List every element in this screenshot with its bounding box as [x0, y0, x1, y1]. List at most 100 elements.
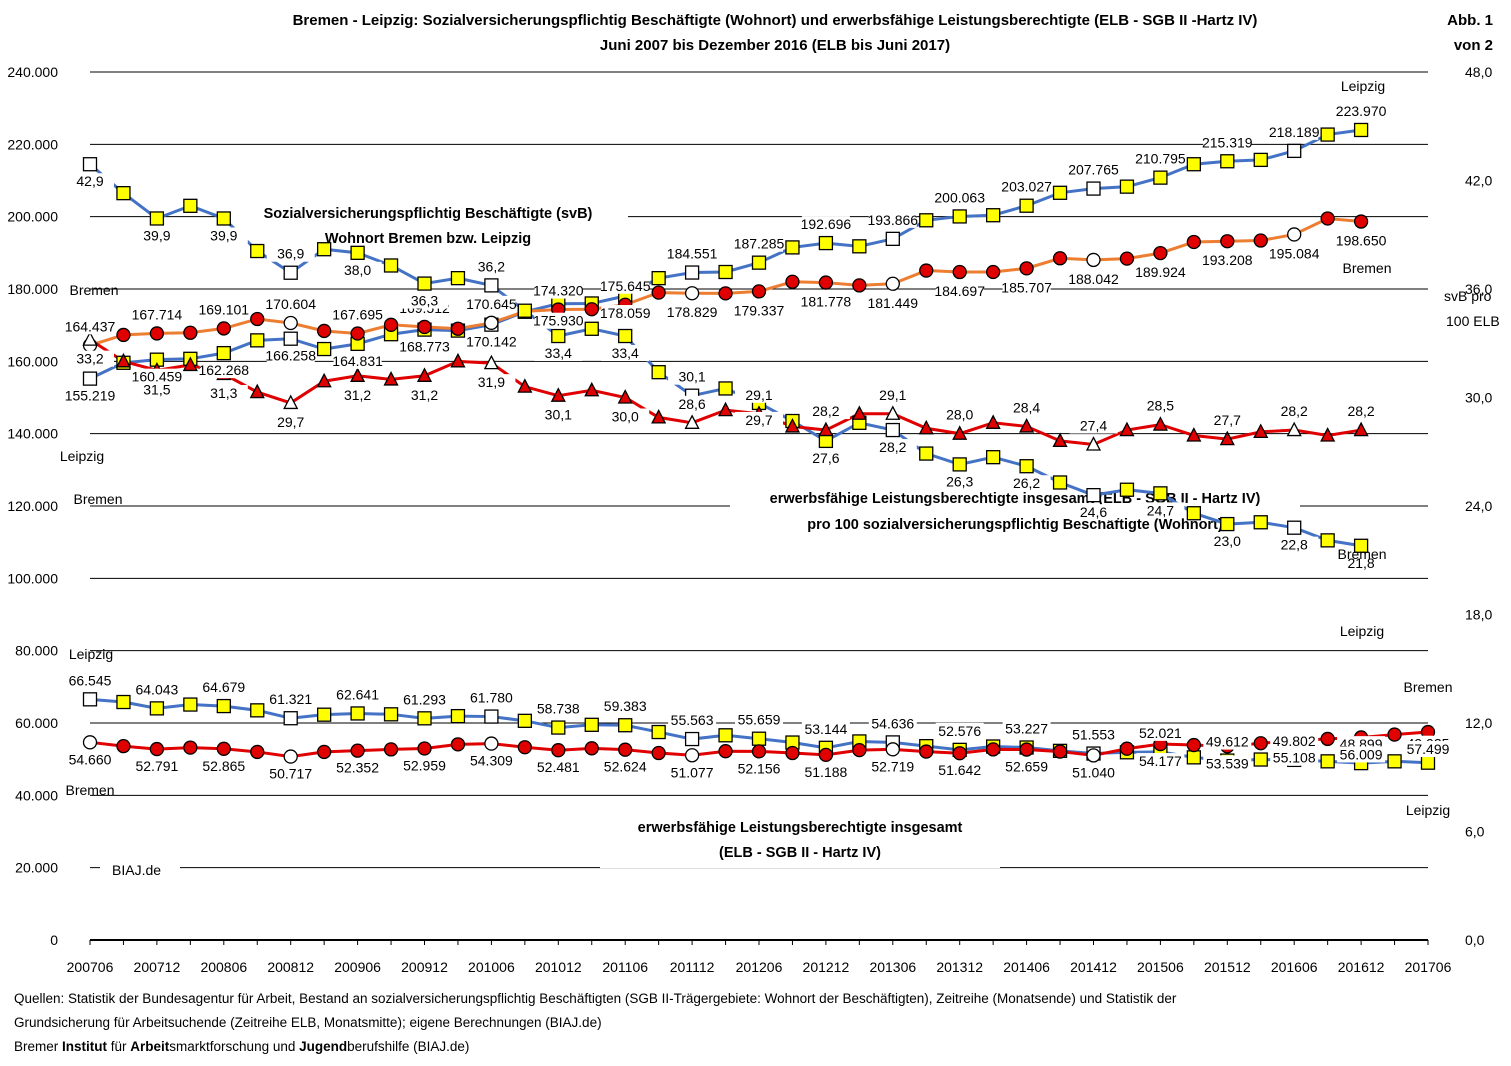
data-point-svb_leipzig: [1119, 179, 1135, 194]
data-point-elb_bremen: [852, 742, 867, 758]
data-point-elb_bremen: [283, 749, 298, 764]
x-tick-label: 201012: [535, 959, 582, 975]
data-label-background: [1136, 724, 1185, 741]
data-label-background: [1002, 720, 1051, 737]
x-tick-label: 201212: [803, 959, 850, 975]
data-label-svb_leipzig: 192.696: [801, 216, 852, 232]
data-label-background: [1002, 758, 1051, 775]
y-right-tick-label: 36,0: [1465, 281, 1492, 297]
data-label-background: [935, 406, 984, 423]
data-point-elb_bremen: [952, 746, 967, 761]
data-label-background: [668, 764, 717, 781]
data-label-background: [935, 722, 984, 739]
data-label-ratio_leipzig: 38,0: [344, 262, 371, 278]
data-label-svb_leipzig: 210.795: [1135, 151, 1186, 167]
figure-label-line2: von 2: [1453, 37, 1493, 54]
data-label-background: [1270, 403, 1319, 420]
data-label-background: [1203, 533, 1252, 550]
data-point-svb_bremen: [818, 275, 834, 290]
data-point-elb_bremen: [986, 742, 1001, 757]
data-label-background: [199, 679, 248, 696]
data-point-svb_bremen: [1253, 233, 1268, 248]
data-point-ratio_bremen: [651, 408, 667, 424]
data-label-elb_bremen: 52.352: [336, 760, 379, 776]
data-point-ratio_bremen: [182, 356, 198, 372]
data-label-background: [199, 757, 248, 774]
data-label-background: [1270, 732, 1319, 749]
data-point-svb_bremen: [1019, 261, 1034, 276]
watermark-label: BIAJ.de: [112, 862, 161, 878]
data-label-background: [400, 338, 449, 355]
data-label-ratio_leipzig: 33,4: [545, 345, 572, 361]
data-point-ratio_leipzig: [149, 211, 165, 226]
data-point-elb_bremen: [82, 735, 98, 750]
series-name-elb-leipzig-end: Leipzig: [1406, 802, 1450, 818]
data-label-ratio_bremen: 27,7: [1214, 412, 1241, 428]
x-tick-label: 201606: [1271, 959, 1318, 975]
data-label-ratio_bremen: 28,2: [812, 403, 839, 419]
data-label-background: [735, 411, 783, 428]
data-label-background: [1337, 403, 1386, 420]
data-point-elb_bremen: [383, 742, 399, 757]
data-point-svb_leipzig: [1220, 154, 1235, 169]
data-label-elb_leipzig: 64.679: [202, 679, 245, 695]
data-label-background: [935, 189, 984, 206]
data-point-svb_bremen: [250, 311, 265, 327]
elb-section-title-line2: (ELB - SGB II - Hartz IV): [719, 845, 881, 861]
data-point-ratio_leipzig: [1153, 486, 1168, 501]
data-label-background: [199, 384, 248, 401]
data-label-ratio_bremen: 28,2: [1281, 403, 1308, 419]
data-label-background: [266, 413, 315, 430]
data-label-ratio_bremen: 31,5: [143, 381, 170, 397]
data-point-elb_leipzig: [450, 708, 466, 724]
x-tick-label: 201706: [1405, 959, 1452, 975]
data-point-svb_bremen: [1220, 234, 1235, 249]
source-note-part: berufshilfe (BIAJ.de): [347, 1039, 470, 1054]
data-label-background: [66, 387, 114, 404]
data-label-svb_bremen: 164.437: [65, 318, 116, 334]
series-name-svb-bremen-end: Bremen: [1342, 260, 1391, 276]
data-label-ratio_bremen: 31,9: [478, 374, 505, 390]
data-point-svb_leipzig: [651, 270, 666, 286]
data-label-background: [1136, 264, 1185, 281]
data-point-ratio_bremen: [584, 381, 600, 397]
data-label-svb_leipzig: 218.189: [1269, 124, 1320, 140]
data-label-background: [601, 698, 650, 715]
data-point-elb_bremen: [1253, 736, 1268, 751]
y-right-tick-label: 6,0: [1465, 824, 1485, 840]
data-point-elb_leipzig: [751, 731, 767, 746]
data-point-ratio_bremen: [517, 378, 533, 393]
data-point-elb_leipzig: [1186, 750, 1201, 765]
chart-title-line2: Juni 2007 bis Dezember 2016 (ELB bis Jun…: [599, 37, 951, 54]
data-point-elb_bremen: [818, 747, 834, 763]
data-point-elb_bremen: [885, 742, 900, 757]
data-point-svb_leipzig: [1153, 170, 1168, 185]
data-point-svb_bremen: [952, 264, 967, 280]
data-point-elb_bremen: [919, 744, 934, 759]
data-point-elb_bremen: [250, 744, 265, 760]
label-background: [228, 196, 628, 252]
data-point-elb_bremen: [1186, 737, 1201, 753]
data-label-background: [801, 216, 850, 233]
data-point-ratio_bremen: [483, 354, 499, 370]
data-label-elb_bremen: 52.481: [537, 759, 580, 775]
data-point-svb_leipzig: [250, 333, 265, 348]
data-point-svb_bremen: [383, 317, 399, 332]
data-point-svb_bremen: [1119, 251, 1135, 266]
data-point-elb_bremen: [1320, 731, 1335, 747]
data-label-elb_bremen: 52.865: [202, 758, 245, 774]
data-point-svb_bremen: [216, 321, 231, 336]
data-point-ratio_bremen: [818, 421, 834, 437]
data-label-ratio_leipzig: 27,6: [812, 450, 839, 466]
data-point-ratio_bremen: [851, 405, 867, 420]
data-label-background: [1002, 178, 1051, 195]
data-label-elb_leipzig: 49.612: [1206, 734, 1249, 750]
series-name-ratio-leipzig-start: Leipzig: [60, 448, 104, 464]
data-point-ratio_bremen: [82, 331, 98, 346]
x-tick-label: 200806: [200, 959, 247, 975]
data-label-ratio_bremen: 28,0: [946, 407, 973, 423]
data-label-background: [132, 368, 181, 385]
data-point-svb_leipzig: [751, 255, 767, 270]
data-label-ratio_leipzig: 36,3: [411, 293, 438, 309]
data-point-svb_leipzig: [852, 239, 867, 254]
